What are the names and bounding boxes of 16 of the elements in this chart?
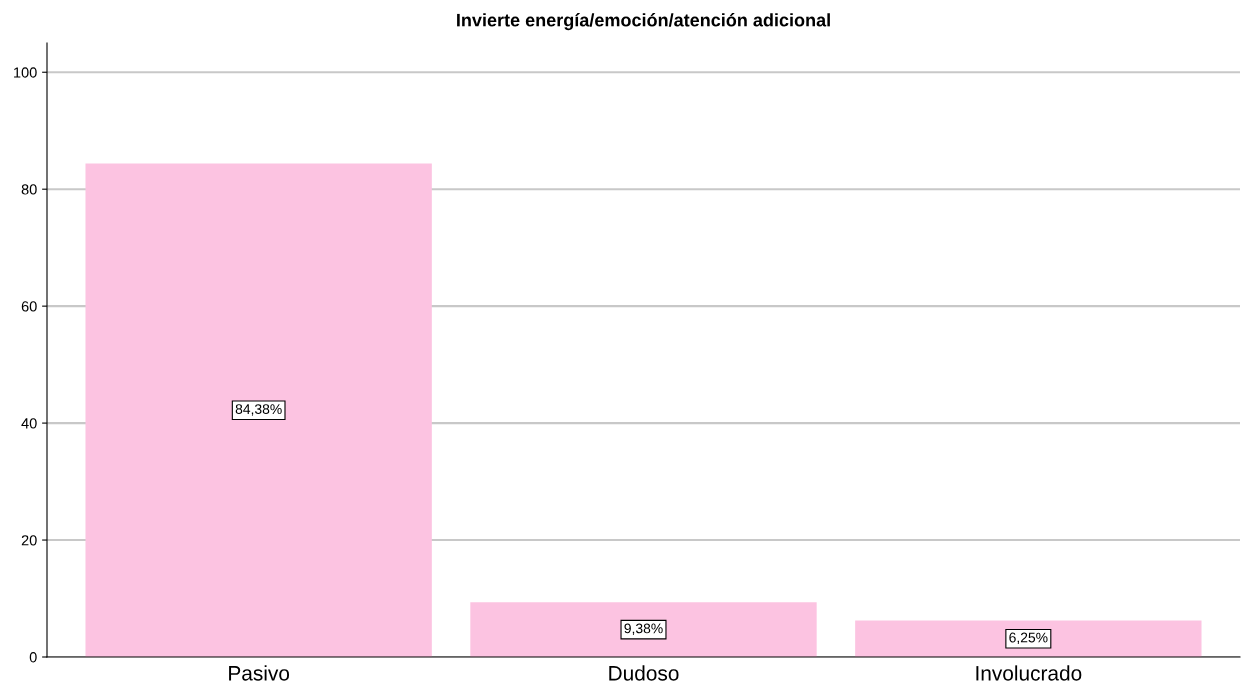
bar <box>470 602 817 657</box>
x-tick-label: Involucrado <box>976 665 1082 681</box>
data-label: 84,38% <box>235 404 282 416</box>
y-tick-label: 0 <box>29 652 37 663</box>
y-tick-label: 60 <box>21 301 37 312</box>
y-tick-label: 40 <box>21 418 37 429</box>
data-label: 9,38% <box>624 623 663 635</box>
y-tick-label: 20 <box>21 535 37 546</box>
bar <box>855 620 1202 657</box>
x-tick-label: Dudoso <box>609 665 679 681</box>
chart-title: Invierte energía/emoción/atención adicional <box>457 13 830 31</box>
data-label: 6,25% <box>1009 632 1048 645</box>
bar <box>85 163 432 657</box>
y-tick-label: 100 <box>14 67 37 78</box>
x-tick-label: Pasivo <box>229 665 290 681</box>
y-tick-label: 80 <box>21 184 37 195</box>
